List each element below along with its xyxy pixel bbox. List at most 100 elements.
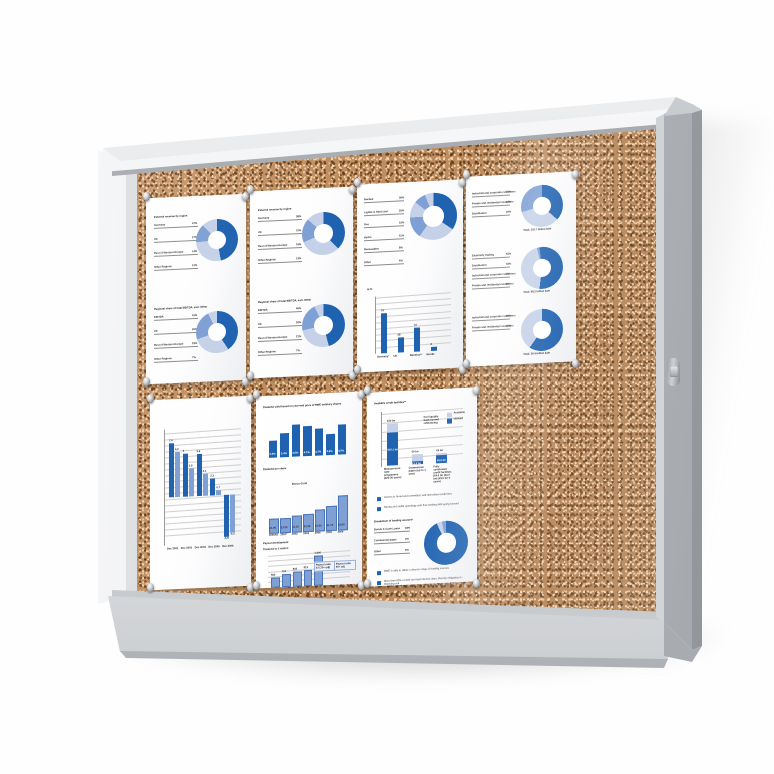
magnet-pin[interactable] (358, 581, 365, 590)
magnet-pin[interactable] (253, 581, 260, 590)
magnet-pin[interactable] (349, 371, 356, 380)
donut-chart (521, 245, 563, 290)
bullet-marker (377, 507, 381, 512)
document-sheet[interactable]: External revenue by region Germany 38% UK 31… (250, 186, 353, 379)
magnet-pin[interactable] (572, 170, 579, 179)
magnet-pin[interactable] (473, 386, 480, 395)
magnet-pin[interactable] (247, 583, 254, 592)
magnet-pin[interactable] (349, 185, 356, 194)
bar (210, 478, 216, 496)
bar-category: Dec 2005 (208, 545, 220, 549)
chart-annotation: Bonus €0.50 (291, 482, 308, 486)
magnet-pin[interactable] (459, 178, 466, 187)
legend-label: Utilised (453, 416, 463, 421)
leader-line (154, 332, 198, 336)
magnet-pin[interactable] (247, 185, 254, 194)
bullet-marker (377, 571, 381, 576)
magnet-pin[interactable] (354, 365, 361, 374)
document-sheet[interactable]: Dividend yield based on year-end price o… (256, 391, 362, 589)
bar-value: 4.5% (292, 451, 299, 455)
magnet-pin[interactable] (459, 365, 466, 374)
magnet-pin[interactable] (572, 359, 579, 368)
bar (303, 513, 314, 533)
lock-cylinder-icon[interactable] (670, 366, 678, 377)
bar-value: 2.3 (210, 474, 214, 478)
chart-label: EBITDA (258, 308, 268, 313)
chart-value: 35% (399, 196, 405, 200)
magnet-pin[interactable] (247, 394, 254, 403)
chart-value: 2% (506, 272, 510, 276)
chart-value: 46% (296, 307, 302, 311)
bar-category: Medium-term note programme (€20-30 years… (384, 467, 402, 480)
chart-caption: Total: 116.7 billion kwh (523, 227, 552, 232)
magnet-pin[interactable] (463, 170, 470, 179)
chart-label: Renewables (364, 247, 379, 252)
chart-value: 31% (296, 229, 302, 233)
magnet-pin[interactable] (463, 359, 470, 368)
gridline (163, 428, 241, 435)
bar-value: 4.1% (303, 450, 310, 455)
bullet-item: Access to broad and committed, well-dive… (377, 492, 467, 502)
bar-value: 28 (397, 333, 401, 338)
magnet-pin[interactable] (242, 377, 249, 386)
magnet-pin[interactable] (143, 377, 150, 386)
magnet-pin[interactable] (364, 579, 371, 588)
legend-swatch (446, 412, 452, 418)
bar (281, 574, 291, 588)
bar-value: €1.50 (315, 524, 322, 528)
chart-value: 14% (192, 249, 198, 254)
gridline (374, 292, 451, 299)
leader-line (154, 240, 198, 244)
chart-label: EBITDA (154, 315, 164, 319)
bullet-marker (377, 497, 381, 502)
bar-value: €20 bn (387, 419, 396, 424)
legend-swatch (446, 418, 452, 424)
bar-value: -5.8 (224, 536, 229, 540)
bar-value: €1.00 (280, 526, 288, 530)
donut-hole (207, 230, 227, 250)
chart-axis-title: in % (367, 287, 373, 292)
bar-value: €2.50 (338, 523, 345, 527)
sheet-content: Dividend yield based on year-end price o… (256, 392, 362, 588)
magnet-pin[interactable] (253, 390, 260, 399)
bar-value: 3.1 (202, 469, 207, 473)
bar (381, 313, 387, 354)
leader-line (258, 233, 302, 237)
document-sheet[interactable]: Nuclear 35% Lignite & Hard coal 25% Gas 15% Hy… (357, 179, 463, 373)
bar-category: UK (393, 354, 398, 358)
document-sheet[interactable]: Available credit facilities** €20 bn €16.1… (367, 387, 477, 587)
document-sheet[interactable]: External revenue by region Germany 47% UK 27… (146, 193, 246, 385)
magnet-pin[interactable] (242, 192, 249, 201)
chart-label: Hydro (364, 235, 372, 239)
chart-label: Germany (154, 223, 166, 227)
document-sheet[interactable]: 7.4 6.2 Dec 2002 6 3.8 Dec 2003 5.8 3.1 Dec 2004… (150, 395, 251, 591)
bar (291, 515, 303, 533)
bar (175, 451, 180, 498)
magnet-pin[interactable] (147, 394, 154, 403)
magnet-pin[interactable] (247, 371, 254, 380)
y-axis (381, 411, 382, 468)
bar (314, 509, 326, 532)
chart-value: 41% (192, 313, 198, 318)
bar-value: 843 (292, 567, 298, 572)
bar (202, 473, 208, 496)
magnet-pin[interactable] (473, 579, 480, 588)
magnet-pin[interactable] (364, 386, 371, 395)
chart-title: Breakdown of funding sources* (374, 518, 414, 524)
chart-value: 11% (399, 233, 405, 238)
bar-category: 2004 (314, 531, 321, 535)
magnet-pin[interactable] (354, 178, 361, 187)
bar (230, 494, 236, 533)
magnet-pin[interactable] (143, 192, 150, 201)
bar (271, 576, 280, 588)
donut-hole (207, 322, 227, 342)
callout-box: Payout ratio 50+ adj (333, 559, 356, 571)
magnet-pin[interactable] (358, 390, 365, 399)
gridline (163, 434, 241, 441)
chart-label: Gas (364, 223, 369, 227)
document-sheet[interactable]: Industrial and corporate customers 37% Pri… (466, 171, 576, 367)
bar-category: Dec 2002 (167, 547, 179, 551)
magnet-pin[interactable] (147, 583, 154, 592)
